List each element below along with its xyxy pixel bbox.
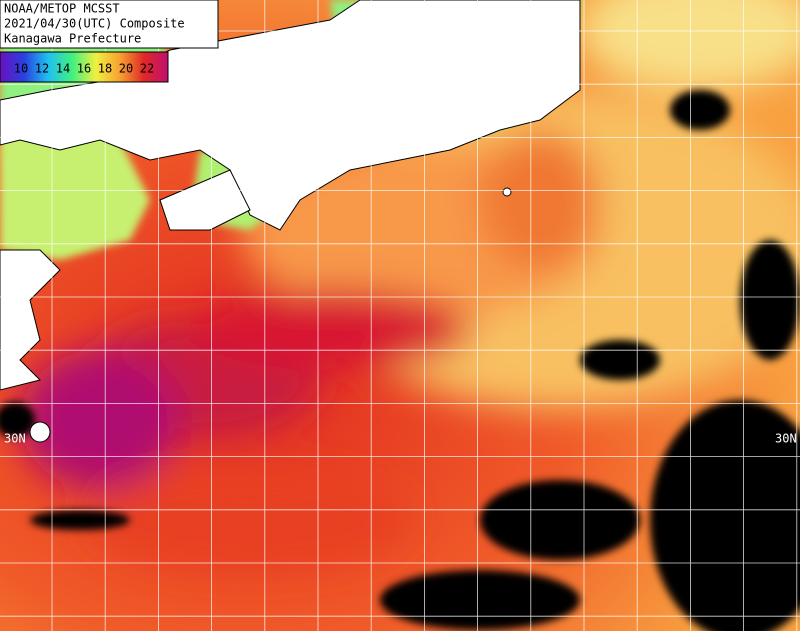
scale-label: 14: [56, 62, 70, 76]
scale-label: 18: [98, 62, 112, 76]
lat-label: 30N: [4, 432, 26, 446]
scale-label: 16: [77, 62, 91, 76]
scale-label: 12: [35, 62, 49, 76]
lat-label: 30N: [775, 432, 797, 446]
header-line: 2021/04/30(UTC) Composite: [4, 17, 185, 31]
scale-label: 20: [119, 62, 133, 76]
header-line: Kanagawa Prefecture: [4, 32, 141, 46]
scale-label: 22: [140, 62, 154, 76]
color-scale: 10 12 14 16 18 20 22: [0, 51, 169, 83]
header-line: NOAA/METOP MCSST: [4, 2, 120, 16]
land: [0, 0, 581, 443]
scale-label: 10: [14, 62, 28, 76]
color-bar: [0, 51, 169, 83]
header-box: [0, 0, 219, 49]
